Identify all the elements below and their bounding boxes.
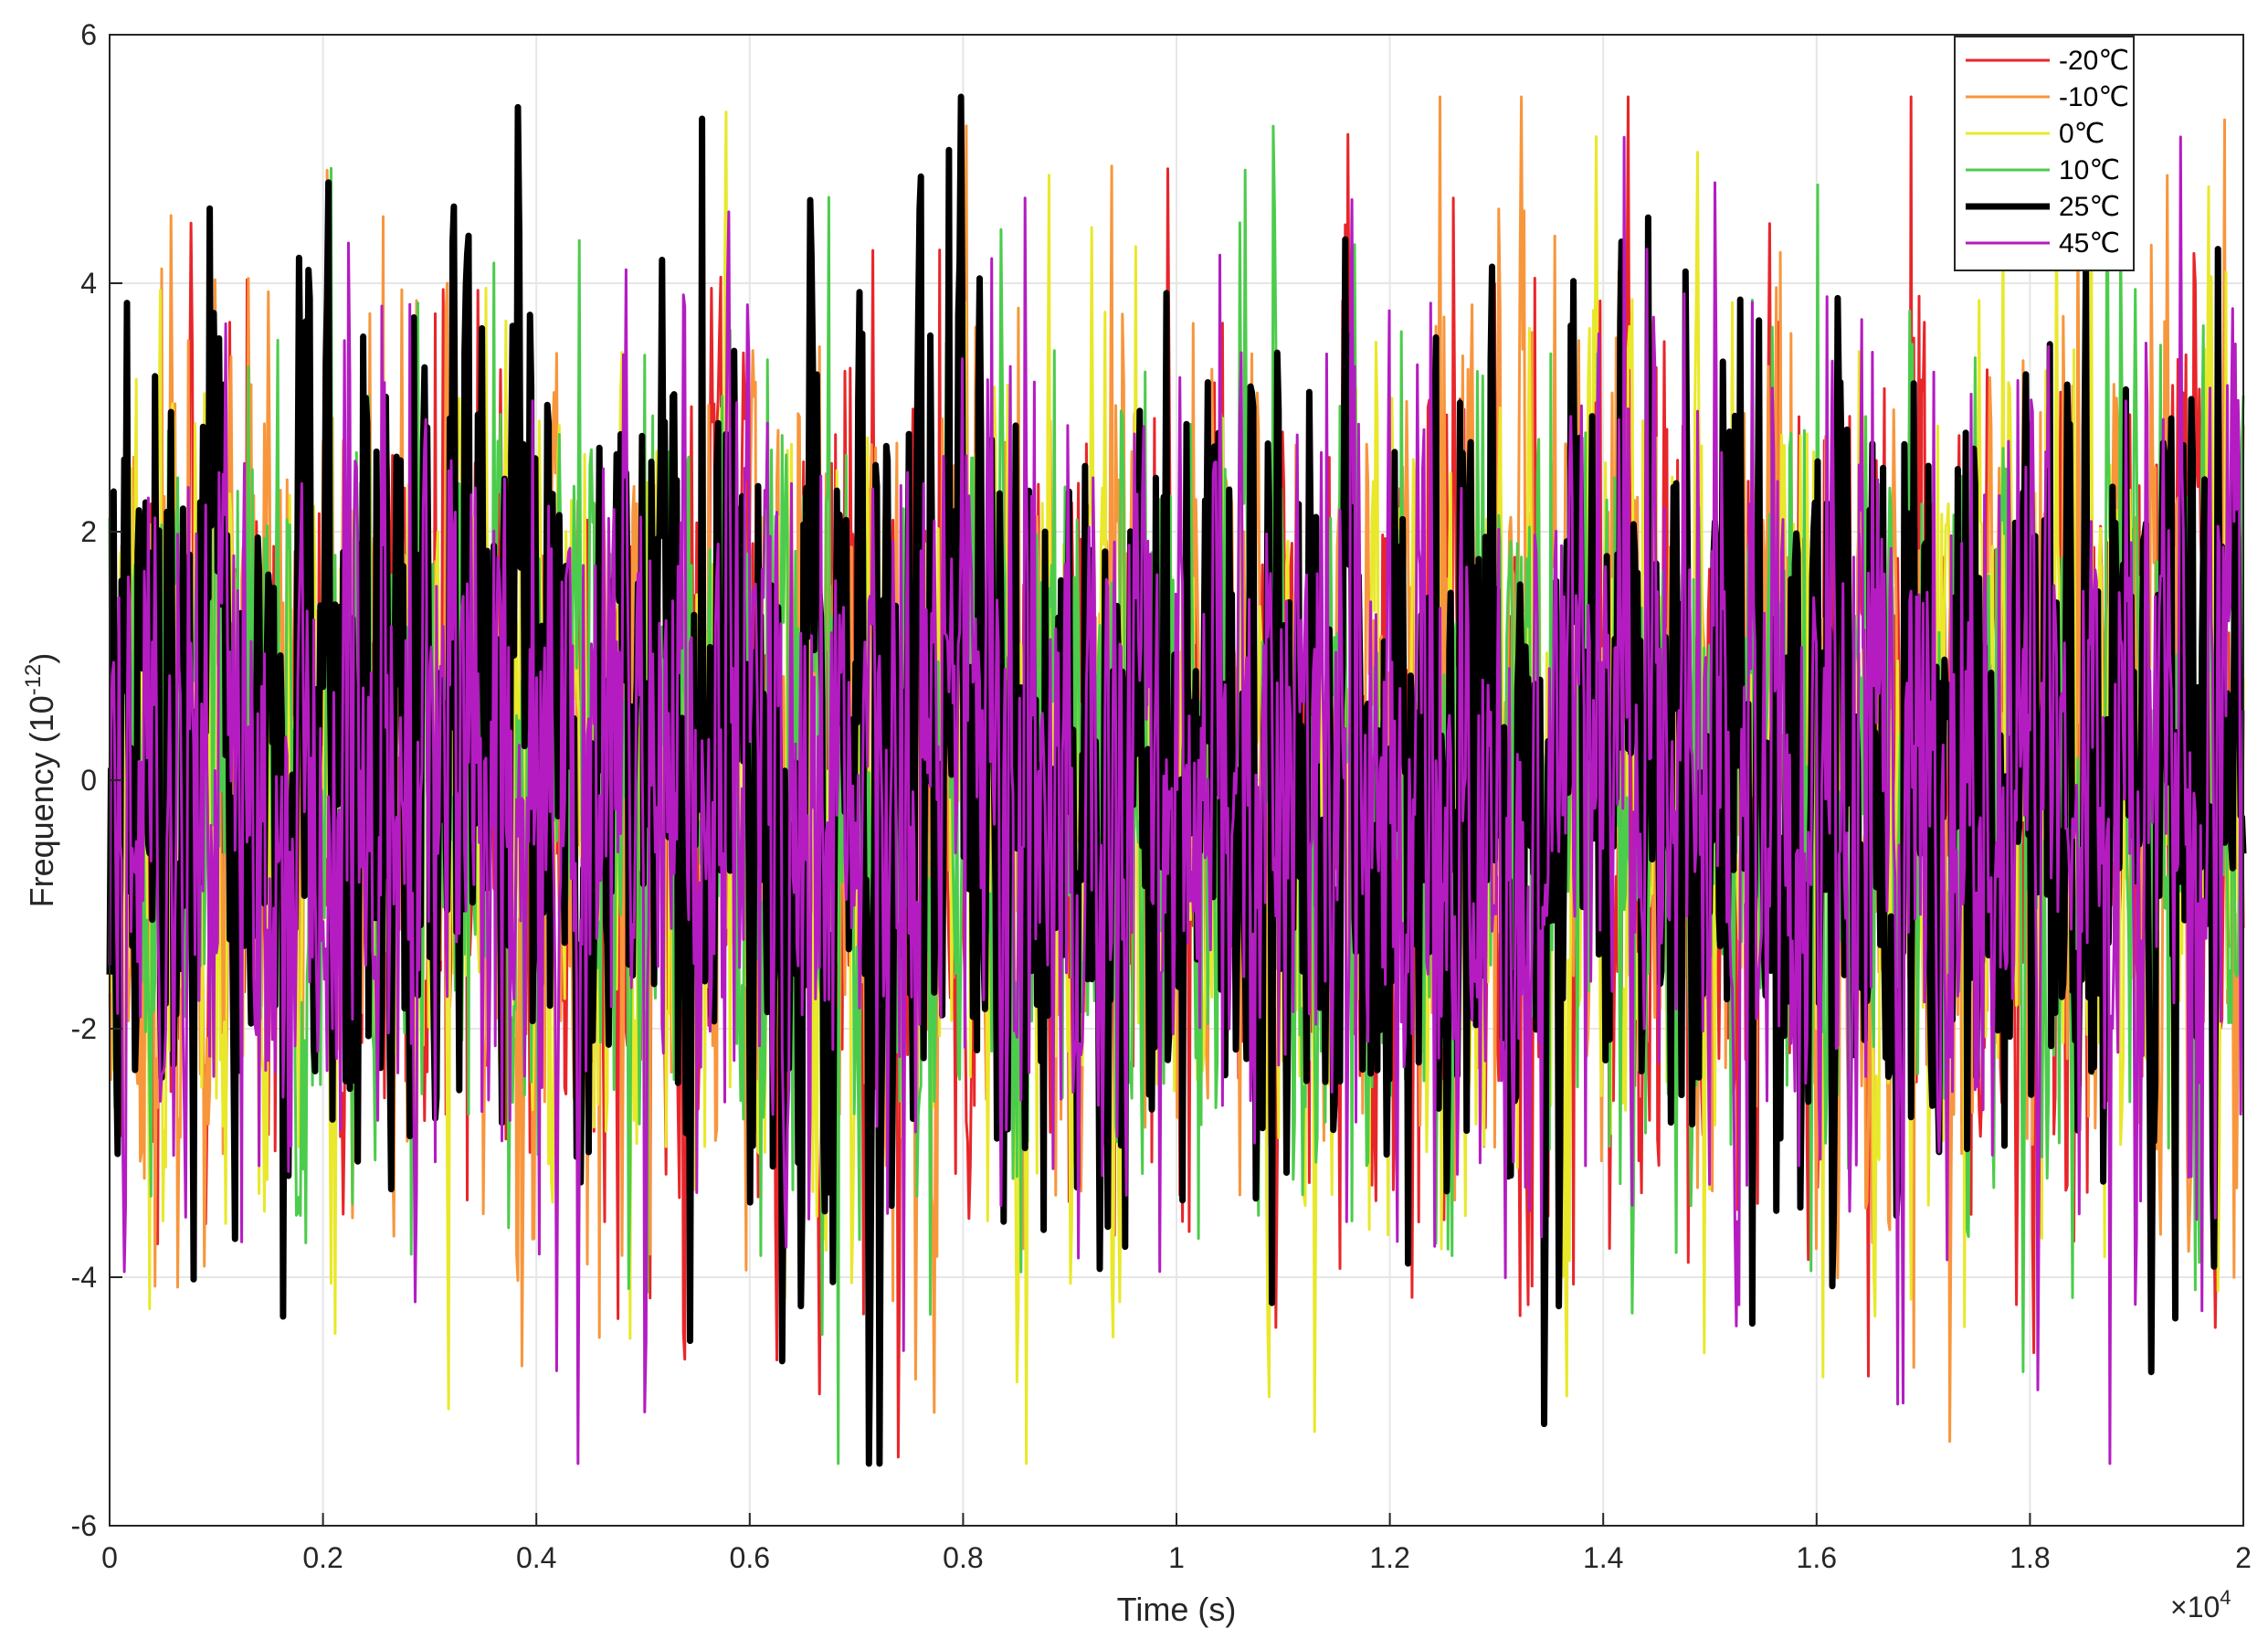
x-tick-label: 0.8 (943, 1541, 983, 1574)
y-tick-label: -4 (71, 1261, 97, 1294)
x-tick-label: 1.8 (2010, 1541, 2050, 1574)
legend-box (1954, 36, 2135, 271)
y-tick-label: -2 (71, 1012, 97, 1045)
x-tick-label: 1.2 (1369, 1541, 1409, 1574)
x-tick-label: 1 (1168, 1541, 1185, 1574)
legend-entry-label: 25℃ (2059, 192, 2120, 222)
y-tick-label: 2 (80, 515, 97, 548)
legend-entry-label: -20℃ (2059, 46, 2129, 76)
y-axis-label: Frequency (10-12) (21, 653, 60, 908)
y-label-main: Frequency (10 (23, 695, 60, 907)
x-tick-label: 1.6 (1797, 1541, 1837, 1574)
x-tick-label: 0 (101, 1541, 118, 1574)
series-line (108, 135, 2245, 1465)
y-tick-label: 4 (80, 267, 97, 300)
y-tick-label: 0 (80, 764, 97, 797)
legend-entry-label: 0℃ (2059, 119, 2104, 149)
y-tick-label: -6 (71, 1509, 97, 1542)
x-multiplier-base: ×10 (2170, 1591, 2220, 1623)
legend-entry-label: 10℃ (2059, 155, 2120, 185)
x-tick-label: 0.6 (730, 1541, 770, 1574)
series-line (106, 93, 2247, 1467)
axis-ticks: 0 0.2 0.4 0.6 0.8 1 1.2 1.4 1.6 1.8 2 -6 -4 -2 0 2 4 6 (71, 18, 2252, 1574)
legend: -20℃ -10℃ 0℃ 10℃ 25℃ 45℃ (1954, 36, 2135, 271)
y-label-exponent: -12 (21, 664, 46, 696)
x-multiplier-exponent: 4 (2220, 1586, 2231, 1609)
y-label-close: ) (23, 653, 60, 664)
x-axis-label: Time (s) (1117, 1591, 1237, 1628)
y-tick-label: 6 (80, 18, 97, 51)
series-layer (106, 93, 2247, 1467)
x-tick-label: 0.2 (302, 1541, 343, 1574)
x-axis-multiplier: ×104 (2170, 1586, 2231, 1623)
legend-entry-label: 45℃ (2059, 228, 2120, 259)
legend-entry-label: -10℃ (2059, 82, 2129, 112)
x-tick-label: 0.4 (516, 1541, 556, 1574)
x-tick-label: 2 (2235, 1541, 2252, 1574)
x-tick-label: 1.4 (1583, 1541, 1623, 1574)
